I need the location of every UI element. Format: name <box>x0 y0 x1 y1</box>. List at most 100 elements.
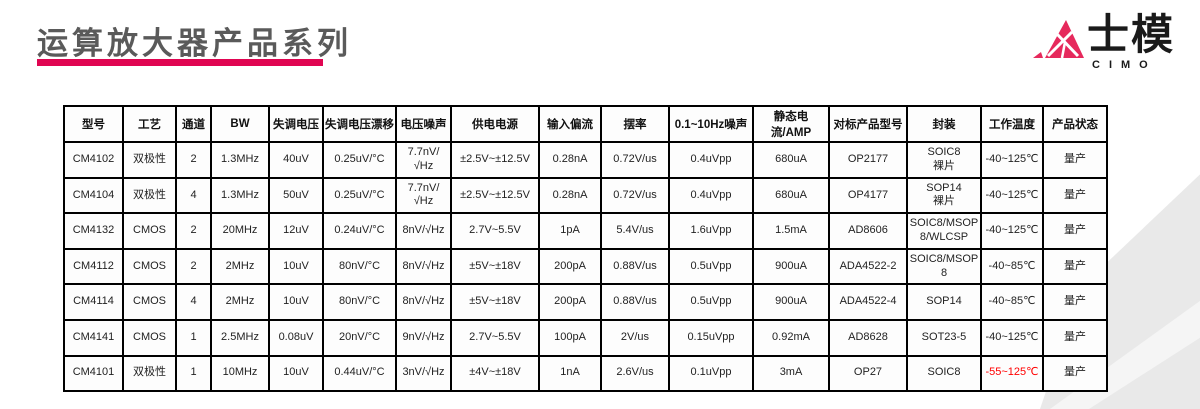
cell-noise-0p1-10hz: 0.4uVpp <box>668 176 754 215</box>
cell-model: CM4102 <box>63 141 124 179</box>
cimo-logo: 士模 CIMO <box>1032 11 1182 76</box>
col-header-model: 型号 <box>63 105 124 143</box>
cell-slew-rate: 5.4V/us <box>600 212 670 250</box>
cell-quiescent-current: 900uA <box>752 283 830 321</box>
cell-supply-range: ±4V~±18V <box>450 354 540 393</box>
cell-benchmark-part: AD8606 <box>828 212 908 250</box>
cell-supply-range: 2.7V~5.5V <box>450 318 540 357</box>
cell-voltage-noise: 8nV/√Hz <box>395 212 452 250</box>
cell-temp-range: -40~85℃ <box>980 247 1044 286</box>
cell-offset-voltage: 10uV <box>268 247 324 286</box>
cell-offset-drift: 80nV/°C <box>322 283 397 321</box>
cell-input-bias: 1nA <box>538 354 602 393</box>
cell-benchmark-part: OP2177 <box>828 141 908 179</box>
cell-channels: 2 <box>175 247 212 286</box>
col-header-temp-range: 工作温度 <box>980 105 1044 143</box>
cell-input-bias: 1pA <box>538 212 602 250</box>
cell-voltage-noise: 7.7nV/√Hz <box>395 141 452 179</box>
cell-slew-rate: 0.88V/us <box>600 283 670 321</box>
cell-package: SOIC8/MSOP8/WLCSP <box>906 212 982 250</box>
cell-process: CMOS <box>122 247 177 286</box>
cell-package: SOP14 <box>906 283 982 321</box>
cell-input-bias: 200pA <box>538 283 602 321</box>
col-header-noise-0p1-10hz: 0.1~10Hz噪声 <box>668 105 754 143</box>
cell-channels: 2 <box>175 212 212 250</box>
col-header-offset-drift: 失调电压漂移 <box>322 105 397 143</box>
cell-status: 量产 <box>1042 212 1108 250</box>
col-header-supply-range: 供电电源 <box>450 105 540 143</box>
col-header-package: 封装 <box>906 105 982 143</box>
cell-voltage-noise: 9nV/√Hz <box>395 318 452 357</box>
cell-quiescent-current: 900uA <box>752 247 830 286</box>
cell-status: 量产 <box>1042 176 1108 215</box>
cell-process: CMOS <box>122 212 177 250</box>
cell-noise-0p1-10hz: 0.4uVpp <box>668 141 754 179</box>
cell-noise-0p1-10hz: 1.6uVpp <box>668 212 754 250</box>
logo-text-en: CIMO <box>1092 59 1157 71</box>
title-underline <box>37 59 323 66</box>
cell-offset-voltage: 10uV <box>268 354 324 393</box>
cell-supply-range: ±5V~±18V <box>450 247 540 286</box>
cell-temp-range: -40~125℃ <box>980 141 1044 179</box>
cell-supply-range: ±2.5V~±12.5V <box>450 141 540 179</box>
cell-package: SOIC8/MSOP8 <box>906 247 982 286</box>
cell-channels: 4 <box>175 176 212 215</box>
col-header-benchmark-part: 对标产品型号 <box>828 105 908 143</box>
cell-noise-0p1-10hz: 0.1uVpp <box>668 354 754 393</box>
cell-bw: 2.5MHz <box>210 318 270 357</box>
cell-temp-range: -40~85℃ <box>980 283 1044 321</box>
cell-channels: 1 <box>175 318 212 357</box>
col-header-offset-voltage: 失调电压 <box>268 105 324 143</box>
cell-offset-drift: 80nV/°C <box>322 247 397 286</box>
cell-package: SOT23-5 <box>906 318 982 357</box>
cell-channels: 4 <box>175 283 212 321</box>
cell-input-bias: 0.28nA <box>538 141 602 179</box>
cell-noise-0p1-10hz: 0.5uVpp <box>668 247 754 286</box>
cell-voltage-noise: 3nV/√Hz <box>395 354 452 393</box>
table-header-row: 型号 工艺 通道 BW 失调电压 失调电压漂移 电压噪声 供电电源 输入偏流 摆率 0.1~10Hz… <box>63 105 1108 143</box>
col-header-process: 工艺 <box>122 105 177 143</box>
cell-package: SOP14 裸片 <box>906 176 982 215</box>
cell-input-bias: 100pA <box>538 318 602 357</box>
cell-package: SOIC8 <box>906 354 982 393</box>
cell-process: CMOS <box>122 283 177 321</box>
col-header-channels: 通道 <box>175 105 212 143</box>
cell-channels: 2 <box>175 141 212 179</box>
cell-channels: 1 <box>175 354 212 393</box>
cell-quiescent-current: 680uA <box>752 141 830 179</box>
cell-slew-rate: 2V/us <box>600 318 670 357</box>
cell-offset-voltage: 0.08uV <box>268 318 324 357</box>
cell-status: 量产 <box>1042 318 1108 357</box>
cell-status: 量产 <box>1042 283 1108 321</box>
cell-process: 双极性 <box>122 176 177 215</box>
cell-model: CM4112 <box>63 247 124 286</box>
cell-status: 量产 <box>1042 247 1108 286</box>
cell-model: CM4132 <box>63 212 124 250</box>
cell-benchmark-part: AD8628 <box>828 318 908 357</box>
cell-noise-0p1-10hz: 0.15uVpp <box>668 318 754 357</box>
cell-offset-drift: 0.25uV/°C <box>322 176 397 215</box>
opamp-product-table: 型号 工艺 通道 BW 失调电压 失调电压漂移 电压噪声 供电电源 输入偏流 摆率 0.1~10Hz… <box>63 105 1108 393</box>
cell-noise-0p1-10hz: 0.5uVpp <box>668 283 754 321</box>
cell-offset-drift: 20nV/°C <box>322 318 397 357</box>
cell-benchmark-part: ADA4522-4 <box>828 283 908 321</box>
cell-input-bias: 0.28nA <box>538 176 602 215</box>
cell-temp-range: -40~125℃ <box>980 318 1044 357</box>
cell-bw: 2MHz <box>210 247 270 286</box>
cell-temp-range: -40~125℃ <box>980 176 1044 215</box>
table-row-cm4104: CM4104 双极性 4 1.3MHz 50uV 0.25uV/°C 7.7nV/√Hz ±2… <box>63 176 1108 215</box>
cell-supply-range: ±5V~±18V <box>450 283 540 321</box>
product-table: 型号 工艺 通道 BW 失调电压 失调电压漂移 电压噪声 供电电源 输入偏流 摆率 0.1~10Hz… <box>63 105 1108 393</box>
cell-bw: 1.3MHz <box>210 141 270 179</box>
cell-quiescent-current: 680uA <box>752 176 830 215</box>
cell-bw: 1.3MHz <box>210 176 270 215</box>
cell-slew-rate: 0.88V/us <box>600 247 670 286</box>
cell-model: CM4141 <box>63 318 124 357</box>
table-row-cm4114: CM4114 CMOS 4 2MHz 10uV 80nV/°C 8nV/√Hz ±5V~±18… <box>63 283 1108 321</box>
logo-text-zh: 士模 <box>1087 11 1176 58</box>
cell-voltage-noise: 8nV/√Hz <box>395 283 452 321</box>
cell-benchmark-part: OP27 <box>828 354 908 393</box>
table-row-cm4112: CM4112 CMOS 2 2MHz 10uV 80nV/°C 8nV/√Hz ±5V~±18… <box>63 247 1108 286</box>
table-row-cm4141: CM4141 CMOS 1 2.5MHz 0.08uV 20nV/°C 9nV/√Hz 2.7… <box>63 318 1108 357</box>
cell-model: CM4101 <box>63 354 124 393</box>
